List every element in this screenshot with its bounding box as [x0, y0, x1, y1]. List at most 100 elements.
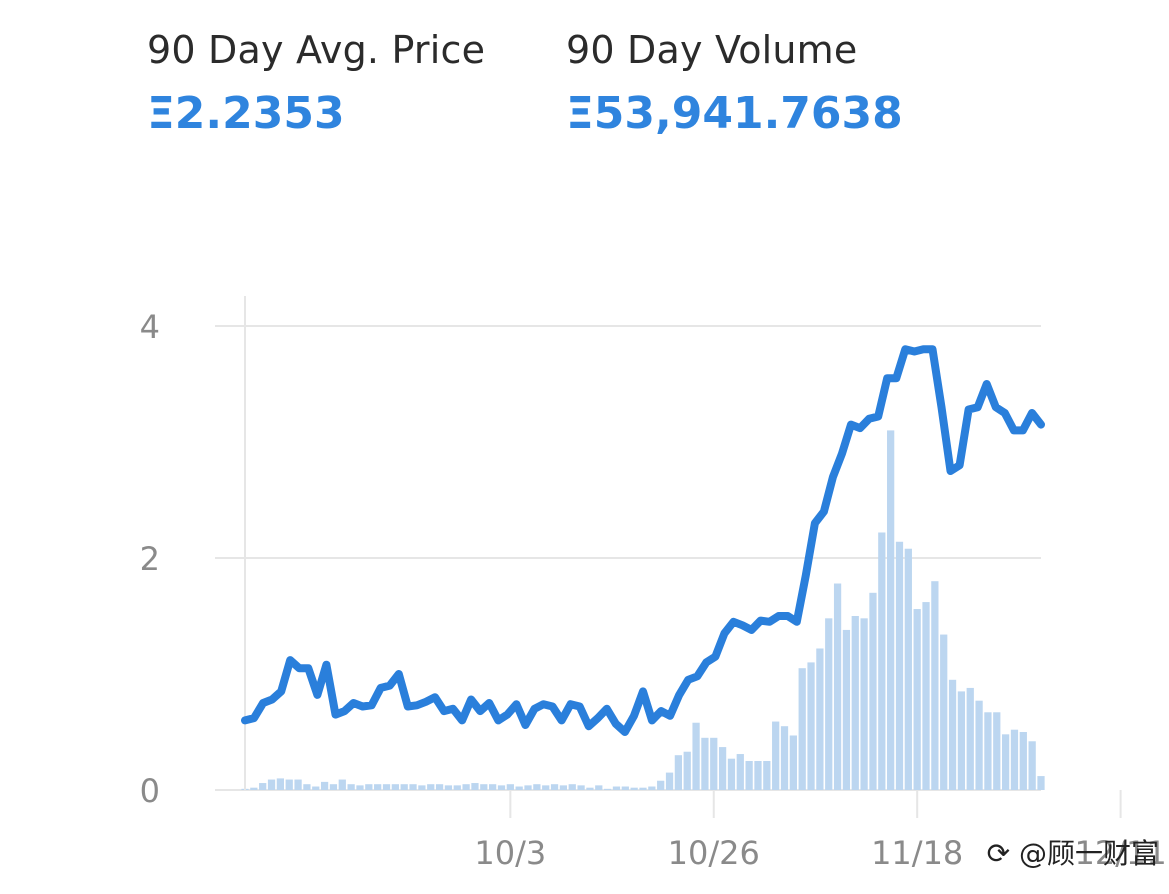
avg-price-label: 90 Day Avg. Price — [147, 28, 486, 72]
volume-bar — [754, 761, 762, 790]
volume-bar — [718, 747, 727, 790]
volume-bar — [789, 735, 797, 790]
volume-bar — [250, 787, 258, 790]
volume-bar — [807, 662, 815, 790]
volume-bar — [966, 687, 974, 790]
volume-bar — [489, 784, 497, 790]
volume-bar — [418, 785, 426, 790]
volume-bar — [595, 785, 603, 790]
volume-bar — [692, 722, 700, 790]
volume-bar — [550, 784, 559, 790]
volume-bar — [887, 430, 895, 790]
volume-bar — [312, 786, 320, 790]
volume-bar — [259, 783, 267, 790]
volume-bar — [471, 783, 479, 790]
volume-bar — [710, 737, 718, 790]
x-tick-label: 10/26 — [668, 834, 760, 872]
volume-bar — [674, 755, 683, 790]
volume-bar — [1001, 734, 1010, 790]
volume-bar — [347, 784, 355, 790]
volume-stat: 90 Day Volume Ξ53,941.7638 — [566, 28, 903, 139]
volume-bar — [435, 784, 444, 790]
volume-bar — [356, 785, 364, 790]
volume-bar — [851, 616, 859, 790]
volume-bar — [957, 691, 966, 790]
volume-bar — [382, 784, 391, 790]
volume-bar — [975, 700, 983, 790]
volume-bar — [294, 779, 302, 790]
volume-bar — [842, 629, 851, 790]
volume-bar — [860, 618, 868, 790]
axes — [244, 296, 1122, 818]
volume-bar — [559, 785, 568, 790]
volume-bar — [462, 784, 470, 790]
volume-bar — [533, 784, 541, 790]
volume-bar — [1019, 732, 1027, 790]
volume-bar — [833, 583, 842, 790]
volume-bar — [825, 618, 833, 790]
x-tick-label: 11/18 — [871, 834, 963, 872]
volume-bar — [515, 786, 523, 790]
volume-bar — [1010, 729, 1019, 790]
volume-bar — [727, 758, 736, 790]
x-tick-label: 12/11 — [1074, 834, 1166, 872]
price-line-layer — [241, 345, 1045, 736]
volume-bar — [391, 784, 399, 790]
x-tick-label: 10/3 — [474, 834, 546, 872]
volume-bar — [524, 785, 532, 790]
volume-bar — [683, 751, 691, 790]
volume-bar — [878, 532, 886, 790]
volume-bar — [630, 787, 638, 790]
volume-label: 90 Day Volume — [566, 28, 858, 72]
volume-bar — [763, 761, 771, 790]
volume-bar — [427, 784, 435, 790]
volume-bar — [869, 592, 877, 790]
volume-bar — [612, 786, 621, 790]
volume-bar — [267, 779, 276, 790]
volume-bar — [400, 784, 408, 790]
volume-bar — [780, 726, 789, 790]
volume-bar — [922, 602, 930, 790]
volume-bar — [798, 668, 806, 790]
watermark-text: @顾一财富 — [1018, 837, 1159, 870]
volume-bar — [409, 784, 417, 790]
volume-value: Ξ53,941.7638 — [566, 88, 903, 139]
volume-bar — [329, 784, 338, 790]
volume-bar — [586, 787, 594, 790]
avg-price-stat: 90 Day Avg. Price Ξ2.2353 — [147, 28, 485, 139]
volume-bar — [745, 761, 753, 790]
volume-bar — [374, 784, 382, 790]
volume-bar — [895, 541, 904, 790]
volume-bar — [772, 721, 780, 790]
weibo-icon: ⟳ — [986, 837, 1011, 870]
volume-bar — [338, 779, 346, 790]
y-tick-label: 0 — [140, 772, 160, 810]
volume-bar — [1028, 741, 1036, 790]
volume-bar — [736, 754, 744, 790]
volume-bar — [276, 778, 285, 790]
watermark: ⟳ @顾一财富 — [987, 832, 1159, 872]
volume-bar — [993, 712, 1001, 790]
price-line — [241, 345, 1045, 736]
volume-bar — [816, 648, 824, 790]
volume-bar — [639, 787, 647, 790]
volume-bar — [568, 784, 576, 790]
volume-bar — [603, 788, 612, 790]
volume-bar — [940, 634, 948, 790]
avg-price-value: Ξ2.2353 — [147, 88, 345, 139]
volume-bar — [665, 772, 674, 790]
tick-labels: 0 2 4 10/3 10/26 11/18 12/11 — [140, 308, 1167, 872]
volume-bar — [480, 784, 488, 790]
volume-bar — [1037, 776, 1045, 790]
volume-bar — [984, 712, 992, 790]
volume-bar — [931, 581, 939, 790]
volume-bar — [542, 785, 550, 790]
volume-bar — [320, 781, 329, 790]
volume-bar — [621, 786, 629, 790]
volume-bar — [701, 737, 709, 790]
volume-bar — [497, 785, 506, 790]
volume-bars — [241, 430, 1045, 790]
volume-bar — [648, 786, 656, 790]
volume-bar — [913, 609, 921, 790]
